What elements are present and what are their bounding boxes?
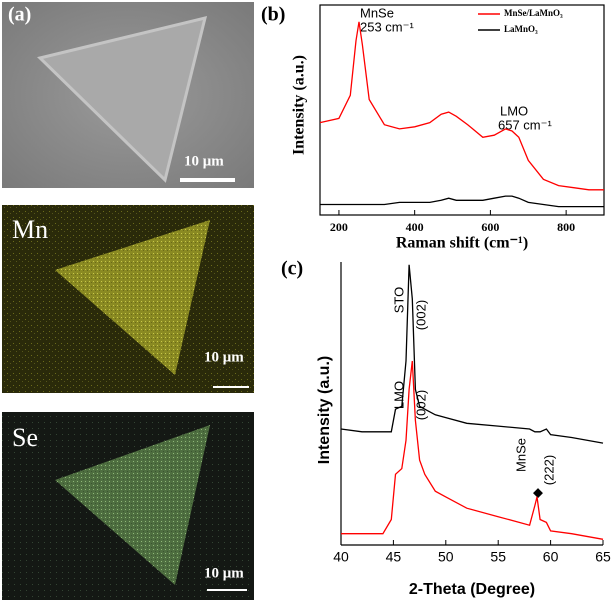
annotation: (222) bbox=[541, 455, 556, 485]
x-tick-label: 200 bbox=[330, 220, 348, 234]
annotation: ◆ bbox=[533, 484, 543, 499]
data-line bbox=[320, 195, 604, 208]
scale-label: 10 μm bbox=[204, 349, 244, 365]
plot-frame bbox=[319, 4, 605, 216]
x-axis-label: 2-Theta (Degree) bbox=[409, 581, 535, 598]
x-axis-label: Raman shift (cm⁻¹) bbox=[396, 235, 528, 252]
data-line bbox=[319, 21, 604, 191]
x-tick-label: 65 bbox=[595, 549, 611, 565]
x-tick-label: 800 bbox=[557, 220, 575, 234]
legend-label: LaMnO₃ bbox=[504, 24, 538, 34]
x-tick-label: 40 bbox=[333, 549, 349, 565]
data-line bbox=[340, 264, 604, 444]
y-axis-label: Intensity (a.u.) bbox=[316, 356, 333, 464]
map-label: Se bbox=[12, 423, 38, 452]
annotation: MnSe bbox=[513, 438, 528, 472]
panel-label: (a) bbox=[8, 4, 31, 26]
x-tick-label: 400 bbox=[406, 220, 424, 234]
mn-map: Mn 10 μm bbox=[2, 205, 254, 393]
x-tick-label: 45 bbox=[386, 549, 402, 565]
sem-image: (a) 10 μm bbox=[2, 2, 254, 188]
legend-label: MnSe/LaMnO₃ bbox=[504, 8, 563, 18]
panel-label: (c) bbox=[281, 258, 303, 280]
x-tick-label: 55 bbox=[490, 549, 506, 565]
annotation: 657 cm⁻¹ bbox=[498, 117, 552, 132]
scale-label: 10 μm bbox=[184, 153, 224, 169]
annotation: MnSe bbox=[360, 5, 394, 20]
y-axis-label: Intensity (a.u.) bbox=[291, 55, 308, 155]
x-tick-label: 50 bbox=[438, 549, 454, 565]
panel-label: (b) bbox=[261, 4, 285, 26]
annotation: (002) bbox=[413, 300, 428, 330]
data-line bbox=[341, 360, 604, 540]
x-tick-label: 60 bbox=[543, 549, 559, 565]
x-tick-label: 600 bbox=[481, 220, 499, 234]
map-label: Mn bbox=[12, 215, 48, 244]
annotation: LMO bbox=[500, 103, 528, 118]
annotation: 253 cm⁻¹ bbox=[360, 19, 414, 34]
scale-label: 10 μm bbox=[204, 565, 244, 581]
annotation: STO bbox=[391, 287, 406, 314]
se-map: Se 10 μm bbox=[2, 412, 254, 600]
